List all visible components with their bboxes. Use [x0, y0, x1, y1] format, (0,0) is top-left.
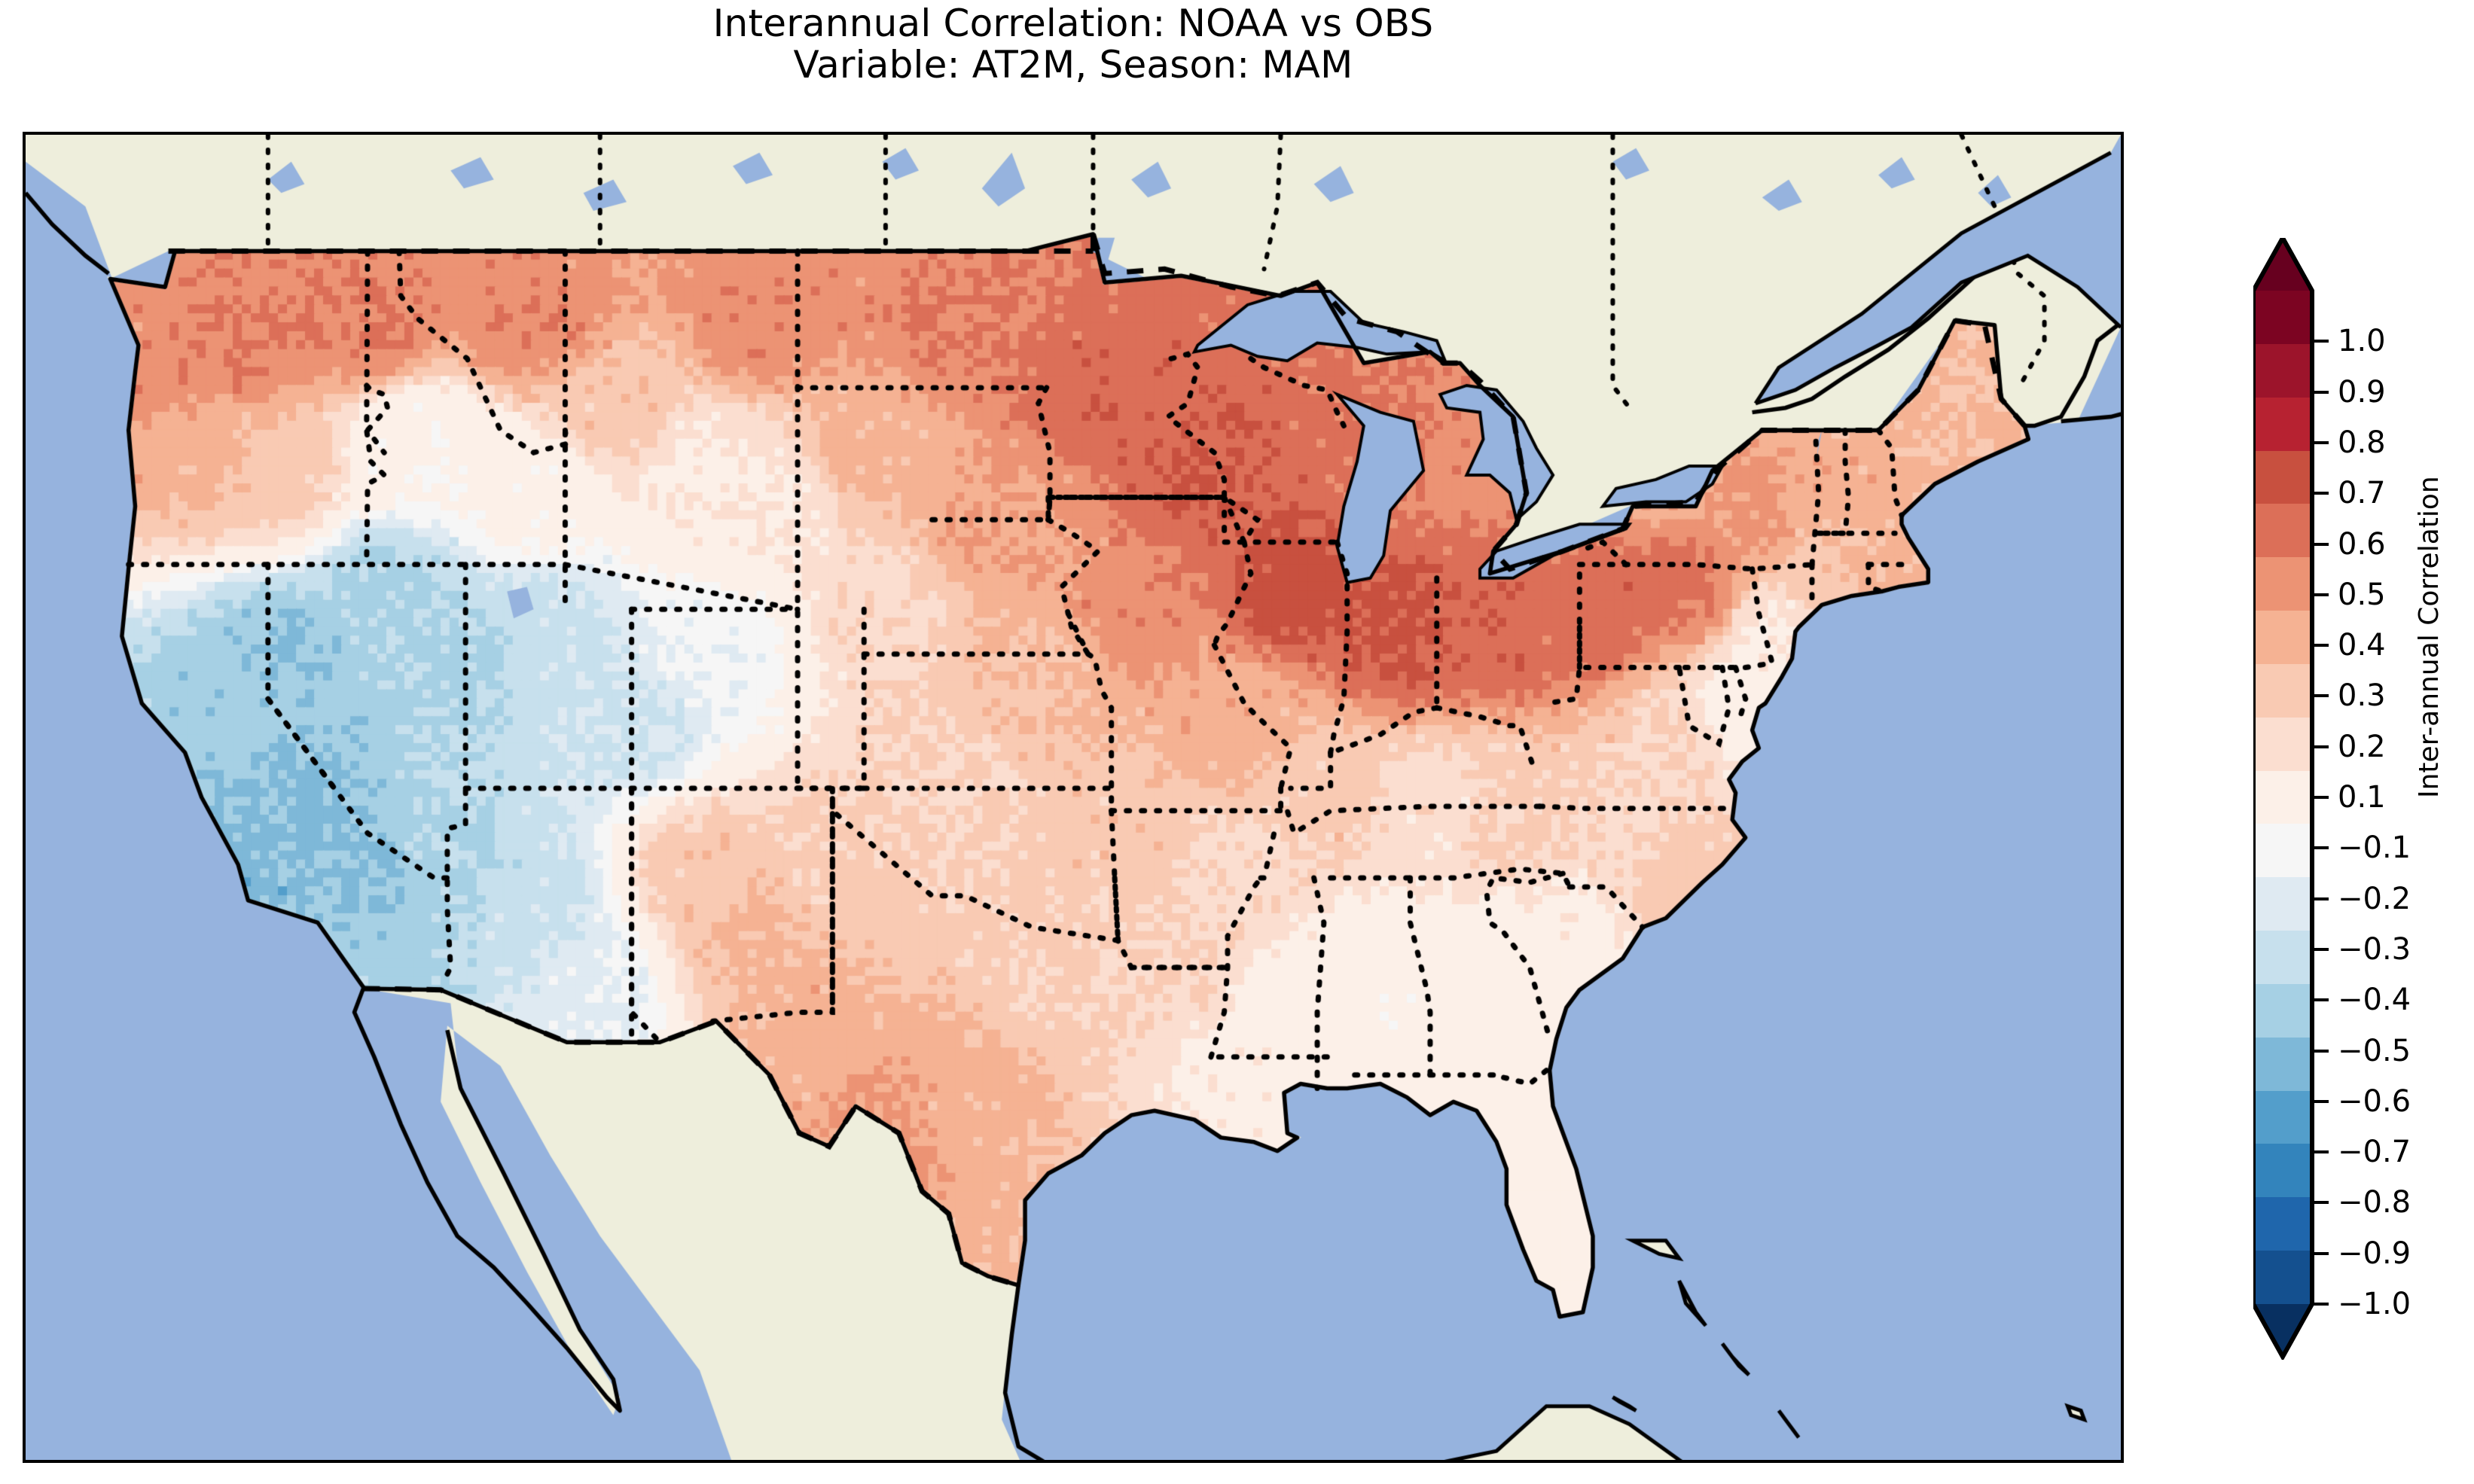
- colorbar-tick-label: −0.1: [2338, 830, 2411, 866]
- colorbar-ticks: 1.0 0.9 0.8 0.7 0.6 0.5 0.4 0.3 0.2 0.1 −0.1 −0.2 −0…: [2253, 238, 2474, 1360]
- colorbar-tick-label: −0.2: [2338, 881, 2411, 916]
- colorbar-tick-label: 0.1: [2338, 780, 2386, 815]
- colorbar-tick-label: −0.8: [2338, 1185, 2411, 1220]
- colorbar-tick-mark: [2312, 593, 2329, 596]
- colorbar-tick-label: 0.6: [2338, 526, 2386, 562]
- colorbar-tick-mark: [2312, 897, 2329, 900]
- colorbar-tick-label: 0.7: [2338, 476, 2386, 511]
- colorbar-tick-label: −0.7: [2338, 1135, 2411, 1170]
- colorbar-tick-mark: [2312, 340, 2329, 343]
- title-line-1: Interannual Correlation: NOAA vs OBS: [712, 2, 1434, 45]
- colorbar-tick-mark: [2312, 846, 2329, 850]
- colorbar-tick-mark: [2312, 998, 2329, 1002]
- figure-title: Interannual Correlation: NOAA vs OBS Var…: [0, 3, 2146, 86]
- colorbar-tick-label: −0.3: [2338, 931, 2411, 967]
- colorbar-tick-mark: [2312, 542, 2329, 546]
- colorbar-tick-mark: [2312, 694, 2329, 698]
- colorbar-tick-label: 0.2: [2338, 729, 2386, 764]
- colorbar[interactable]: 1.0 0.9 0.8 0.7 0.6 0.5 0.4 0.3 0.2 0.1 −0.1 −0.2 −0…: [2253, 238, 2474, 1360]
- map-axes[interactable]: [23, 132, 2124, 1463]
- colorbar-tick-label: 0.8: [2338, 425, 2386, 460]
- correlation-contour-map[interactable]: [26, 135, 2121, 1460]
- colorbar-tick-label: 0.9: [2338, 374, 2386, 410]
- colorbar-tick-mark: [2312, 440, 2329, 444]
- colorbar-tick-label: 1.0: [2338, 324, 2386, 359]
- colorbar-tick-mark: [2312, 1303, 2329, 1306]
- colorbar-tick-mark: [2312, 1251, 2329, 1255]
- colorbar-tick-label: −0.9: [2338, 1236, 2411, 1271]
- colorbar-tick-mark: [2312, 390, 2329, 394]
- colorbar-tick-mark: [2312, 745, 2329, 748]
- colorbar-tick-mark: [2312, 644, 2329, 648]
- colorbar-tick-label: −0.4: [2338, 983, 2411, 1018]
- colorbar-tick-mark: [2312, 1201, 2329, 1205]
- title-line-2: Variable: AT2M, Season: MAM: [793, 43, 1353, 87]
- colorbar-tick-label: 0.5: [2338, 577, 2386, 612]
- colorbar-axis-label: Inter-annual Correlation: [2414, 476, 2445, 798]
- colorbar-tick-label: 0.3: [2338, 678, 2386, 714]
- colorbar-tick-label: −0.6: [2338, 1083, 2411, 1119]
- colorbar-tick-mark: [2312, 1150, 2329, 1154]
- colorbar-tick-mark: [2312, 1049, 2329, 1053]
- colorbar-tick-label: −1.0: [2338, 1287, 2411, 1321]
- colorbar-tick-mark: [2312, 796, 2329, 799]
- colorbar-tick-mark: [2312, 1099, 2329, 1103]
- colorbar-tick-mark: [2312, 492, 2329, 495]
- colorbar-tick-label: 0.4: [2338, 628, 2386, 663]
- colorbar-tick-label: −0.5: [2338, 1033, 2411, 1068]
- colorbar-tick-mark: [2312, 947, 2329, 951]
